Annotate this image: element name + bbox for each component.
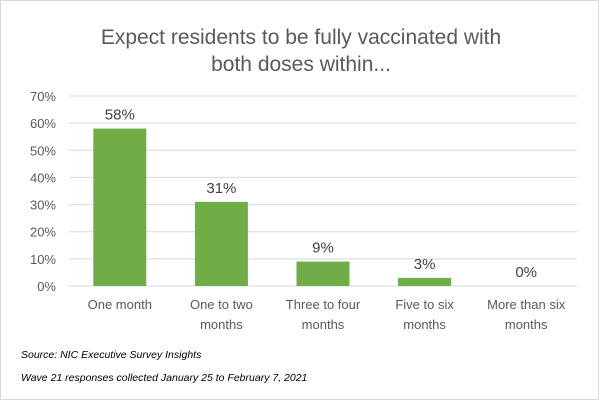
category-label-line: months xyxy=(403,317,446,332)
bar xyxy=(93,128,147,286)
bar xyxy=(296,261,350,286)
category-label-line: months xyxy=(302,317,345,332)
chart-title-line-1: Expect residents to be fully vaccinated … xyxy=(101,26,501,49)
bar xyxy=(194,201,248,286)
data-labels: 58% 31% 9% 3% 0% xyxy=(105,107,537,281)
data-label: 9% xyxy=(312,240,334,257)
category-label-line: More than six xyxy=(487,297,566,312)
category-label-line: One to two xyxy=(190,297,253,312)
y-tick-label: 10% xyxy=(30,252,56,267)
category-label: One to two months xyxy=(190,297,253,332)
category-label: More than six months xyxy=(487,297,566,332)
category-label-line: Three to four xyxy=(286,297,361,312)
y-tick-label: 70% xyxy=(30,89,56,104)
category-label-line: Five to six xyxy=(395,297,454,312)
wave-note: Wave 21 responses collected January 25 t… xyxy=(21,372,307,384)
chart-title-line-2: both doses within... xyxy=(211,53,391,76)
chart-title: Expect residents to be fully vaccinated … xyxy=(101,26,501,76)
footnotes: Source: NIC Executive Survey Insights Wa… xyxy=(21,349,307,384)
bars xyxy=(93,128,452,286)
y-tick-label: 0% xyxy=(37,279,56,294)
data-label: 0% xyxy=(515,264,537,281)
y-tick-label: 60% xyxy=(30,116,56,131)
data-label: 31% xyxy=(206,180,236,197)
y-tick-label: 40% xyxy=(30,170,56,185)
y-axis-tick-labels: 0% 10% 20% 30% 40% 50% 60% 70% xyxy=(30,89,56,294)
source-note: Source: NIC Executive Survey Insights xyxy=(21,349,202,361)
gridlines xyxy=(69,95,577,287)
category-label-line: months xyxy=(200,317,243,332)
x-axis-category-labels: One month One to two months Three to four mo… xyxy=(88,297,566,332)
data-label: 3% xyxy=(414,256,436,273)
y-tick-label: 30% xyxy=(30,198,56,213)
category-label-line: One month xyxy=(88,297,152,312)
category-label-line: months xyxy=(505,317,548,332)
y-tick-label: 20% xyxy=(30,225,56,240)
bar xyxy=(398,277,452,286)
category-label: One month xyxy=(88,297,152,312)
data-label: 58% xyxy=(105,107,135,124)
category-label: Three to four months xyxy=(286,297,361,332)
y-tick-label: 50% xyxy=(30,143,56,158)
category-label: Five to six months xyxy=(395,297,454,332)
